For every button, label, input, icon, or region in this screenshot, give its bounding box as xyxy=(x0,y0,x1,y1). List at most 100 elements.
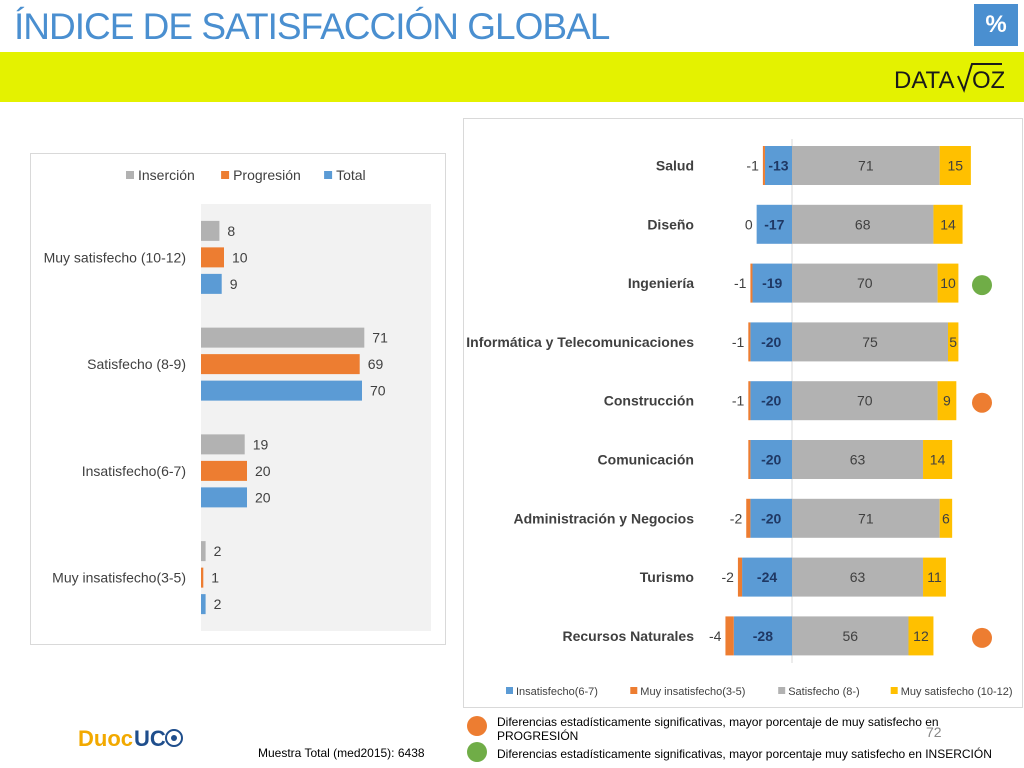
label-satisfecho: 70 xyxy=(857,393,873,409)
label-muy-insatisfecho: -2 xyxy=(730,510,743,526)
legend-label-1: Progresión xyxy=(233,167,301,183)
header-band xyxy=(0,52,1024,102)
legend2-swatch-3 xyxy=(890,687,898,694)
svg-text:DATA: DATA xyxy=(894,67,954,94)
page-title: ÍNDICE DE SATISFACCIÓN GLOBAL xyxy=(14,6,610,47)
svg-text:OZ: OZ xyxy=(972,67,1004,94)
label-muy-satisfecho: 9 xyxy=(943,393,951,409)
label-insatisfecho: -20 xyxy=(761,334,781,350)
category-label: Muy satisfecho (10-12) xyxy=(44,249,186,265)
orange-significance-dot xyxy=(467,716,487,736)
area-label: Administración y Negocios xyxy=(514,510,695,526)
bar-0 xyxy=(201,541,206,562)
category-label: Muy insatisfecho(3-5) xyxy=(52,570,186,586)
sample-size: Muestra Total (med2015): 6438 xyxy=(258,746,425,760)
duoc-uc-logo: Duoc UC xyxy=(78,726,183,751)
label-insatisfecho: -20 xyxy=(761,393,781,409)
bar-1 xyxy=(201,247,224,268)
bar-satisfecho xyxy=(792,616,909,656)
bar-insatisfecho xyxy=(752,263,792,303)
data-label: 20 xyxy=(255,463,271,479)
area-label: Recursos Naturales xyxy=(562,628,694,644)
label-muy-satisfecho: 5 xyxy=(949,334,957,350)
label-muy-satisfecho: 6 xyxy=(942,510,950,526)
data-label: 20 xyxy=(255,489,271,505)
legend-swatch-1 xyxy=(221,171,230,179)
chart-panel-by-area: Salud -13 -1 71 15 Diseño -17 0 68 14 Ingeniería -1… xyxy=(463,118,1023,708)
label-muy-insatisfecho: -1 xyxy=(746,158,759,174)
bar-muy-insatisfecho xyxy=(750,263,753,303)
label-satisfecho: 71 xyxy=(858,510,874,526)
bar-satisfecho xyxy=(792,204,934,244)
bar-muy-insatisfecho xyxy=(746,498,751,538)
data-label: 19 xyxy=(253,436,269,452)
bar-muy-insatisfecho xyxy=(748,322,751,362)
area-label: Ingeniería xyxy=(628,275,694,291)
label-satisfecho: 68 xyxy=(855,216,871,232)
data-label: 70 xyxy=(370,383,386,399)
bar-muy-insatisfecho xyxy=(762,146,765,185)
legend-label-2: Total xyxy=(336,167,366,183)
legend2-label-0: Insatisfecho(6-7) xyxy=(516,686,598,698)
svg-text:Duoc: Duoc xyxy=(78,726,133,751)
category-label: Satisfecho (8-9) xyxy=(87,356,186,372)
area-label: Salud xyxy=(656,158,694,174)
area-label: Construcción xyxy=(604,393,694,409)
bar-insatisfecho xyxy=(750,381,792,421)
legend-swatch-0 xyxy=(126,171,134,179)
data-label: 1 xyxy=(211,570,219,586)
data-label: 10 xyxy=(232,249,248,265)
bar-2 xyxy=(201,273,222,294)
bar-muy-satisfecho xyxy=(937,263,959,303)
label-insatisfecho: -24 xyxy=(757,569,777,585)
area-label: Informática y Telecomunicaciones xyxy=(466,334,694,350)
bar-1 xyxy=(201,460,247,481)
label-muy-satisfecho: 12 xyxy=(913,628,929,644)
legend-label-0: Inserción xyxy=(138,167,195,183)
bar-satisfecho xyxy=(792,498,940,538)
data-label: 2 xyxy=(214,543,222,559)
label-muy-insatisfecho: 0 xyxy=(745,216,753,232)
label-satisfecho: 71 xyxy=(858,158,874,174)
bar-muy-insatisfecho xyxy=(748,440,751,479)
label-muy-satisfecho: 11 xyxy=(927,569,942,585)
bar-1 xyxy=(201,354,360,375)
bar-muy-satisfecho xyxy=(939,146,971,185)
area-label: Diseño xyxy=(647,216,694,232)
label-satisfecho: 56 xyxy=(842,628,858,644)
svg-text:UC: UC xyxy=(134,726,166,751)
bar-0 xyxy=(201,434,245,455)
label-insatisfecho: -19 xyxy=(762,275,782,291)
bar-0 xyxy=(201,220,220,241)
green-significance-dot xyxy=(467,742,487,762)
bar-muy-satisfecho xyxy=(948,322,959,362)
bar-0 xyxy=(201,327,365,348)
bar-satisfecho xyxy=(792,263,938,303)
legend-swatch-2 xyxy=(324,171,333,179)
label-muy-satisfecho: 14 xyxy=(930,452,946,468)
label-insatisfecho: -20 xyxy=(761,452,781,468)
bar-insatisfecho xyxy=(750,322,792,362)
plot-area xyxy=(201,204,431,631)
data-label: 8 xyxy=(227,223,235,239)
bar-1 xyxy=(201,567,204,588)
bar-2 xyxy=(201,594,206,615)
label-muy-insatisfecho: -4 xyxy=(709,628,722,644)
bar-insatisfecho xyxy=(742,557,792,597)
bar-muy-satisfecho xyxy=(923,557,946,597)
legend2-swatch-0 xyxy=(506,687,513,694)
bar-insatisfecho xyxy=(733,616,792,656)
datavoz-logo: DATA OZ xyxy=(894,63,1004,94)
label-muy-insatisfecho: -2 xyxy=(721,569,734,585)
label-satisfecho: 63 xyxy=(850,569,866,585)
area-label: Turismo xyxy=(640,569,694,585)
data-label: 69 xyxy=(368,356,384,372)
bar-insatisfecho xyxy=(750,498,792,538)
bar-satisfecho xyxy=(792,381,938,421)
overall-satisfaction-chart: Inserción Progresión Total Muy satisfecho (… xyxy=(44,167,431,631)
bar-muy-satisfecho xyxy=(933,204,963,244)
label-muy-satisfecho: 15 xyxy=(947,158,963,174)
orange-note: Diferencias estadísticamente significati… xyxy=(497,715,939,743)
label-insatisfecho: -17 xyxy=(764,216,784,232)
